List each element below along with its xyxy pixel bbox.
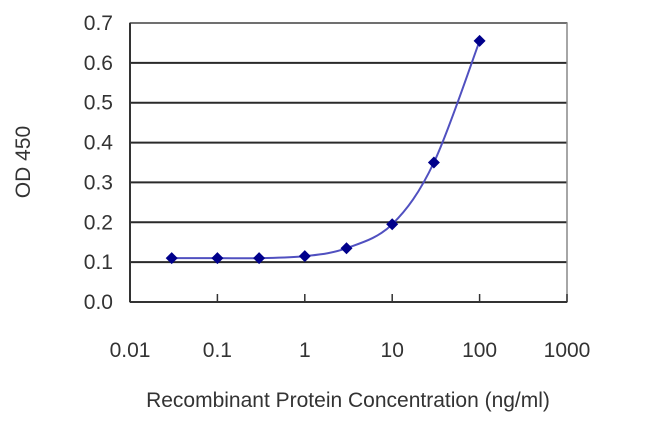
y-tick-label: 0.1 (84, 251, 113, 274)
x-tick-label: 100 (462, 339, 497, 362)
y-tick-label: 0.4 (84, 132, 114, 155)
data-point-marker (427, 156, 440, 169)
x-axis-label: Recombinant Protein Concentration (ng/ml… (146, 389, 550, 412)
y-tick-label: 0.0 (84, 291, 113, 314)
y-tick-label: 0.7 (84, 12, 113, 35)
x-tick-label: 10 (381, 339, 404, 362)
y-tick-label: 0.5 (84, 92, 113, 115)
y-tick-label: 0.2 (84, 211, 113, 234)
data-point-marker (253, 252, 266, 265)
data-point-marker (386, 218, 399, 231)
y-axis-ticks: 0.0 0.1 0.2 0.3 0.4 0.5 0.6 0.7 (84, 12, 114, 314)
data-point-marker (340, 242, 353, 255)
x-tick-label: 1000 (544, 339, 591, 362)
x-tick-label: 0.1 (203, 339, 232, 362)
gridlines (130, 22, 567, 264)
x-axis-ticks: 0.01 0.1 1 10 100 1000 (110, 294, 591, 362)
y-tick-label: 0.3 (84, 171, 113, 194)
plot-area-border (129, 22, 568, 303)
x-tick-label: 0.01 (110, 339, 151, 362)
y-tick-label: 0.6 (84, 52, 113, 75)
data-markers (165, 34, 486, 265)
y-axis-label: OD 450 (12, 126, 35, 198)
data-point-marker (298, 250, 311, 263)
data-curve (171, 40, 481, 260)
data-point-marker (165, 252, 178, 265)
x-tick-label: 1 (299, 339, 311, 362)
data-point-marker (473, 34, 486, 47)
data-point-marker (211, 252, 224, 265)
